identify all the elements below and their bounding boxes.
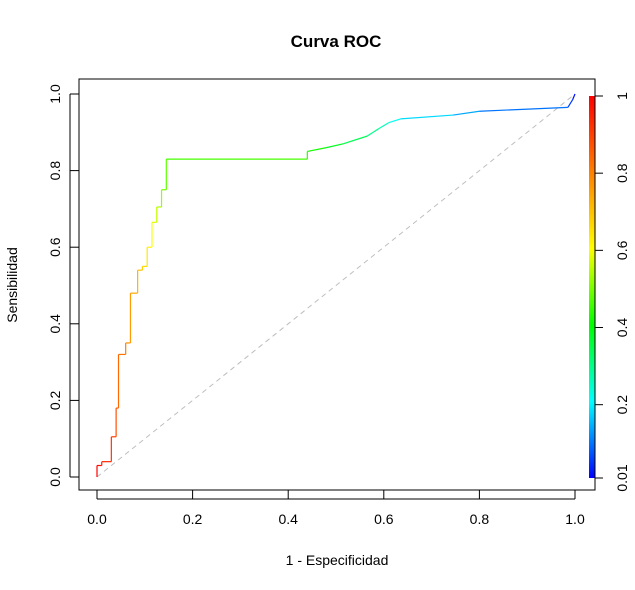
x-tick-label: 0.0 [87,511,107,527]
roc-segment [400,114,454,120]
y-tick-label: 0.4 [47,314,63,334]
colorbar-tick-label: 1 [614,92,630,100]
roc-segment [326,143,344,149]
colorbar-tick-label: 0.2 [614,395,630,415]
colorbar-tick-label: 0.4 [614,318,630,338]
roc-segment [479,106,568,112]
x-tick-label: 0.6 [374,511,394,527]
y-tick-label: 0.2 [47,390,63,410]
y-axis: 0.0 0.2 0.4 0.6 0.8 1.0 [47,84,79,487]
colorbar-tick-label: 0.6 [614,240,630,260]
roc-segment [453,110,480,116]
colorbar-tick-label: 0.8 [614,163,630,183]
x-axis: 0.0 0.2 0.4 0.6 0.8 1.0 [87,490,585,527]
colorbar-tick-label: 0.01 [614,464,630,491]
y-tick-label: 1.0 [47,84,63,104]
roc-segment [307,147,327,153]
x-tick-label: 1.0 [565,511,585,527]
x-tick-label: 0.8 [470,511,490,527]
x-axis-label: 1 - Especificidad [286,552,389,568]
y-tick-label: 0.0 [47,467,63,487]
roc-curve [96,93,576,477]
roc-segment [567,99,574,108]
x-tick-label: 0.4 [278,511,298,527]
diagonal-reference-line [96,93,576,478]
roc-segment [366,127,380,137]
y-tick-label: 0.8 [47,161,63,181]
roc-segment [572,93,576,100]
roc-segment [378,122,389,129]
y-axis-label: Sensibilidad [4,247,20,323]
roc-segment [342,135,368,145]
y-tick-label: 0.6 [47,237,63,257]
colorbar-ticks: 0.01 0.2 0.4 0.6 0.8 1 [594,92,630,492]
chart-title: Curva ROC [291,32,382,51]
roc-segment [388,118,401,124]
colorbar [589,96,595,478]
x-tick-label: 0.2 [183,511,203,527]
